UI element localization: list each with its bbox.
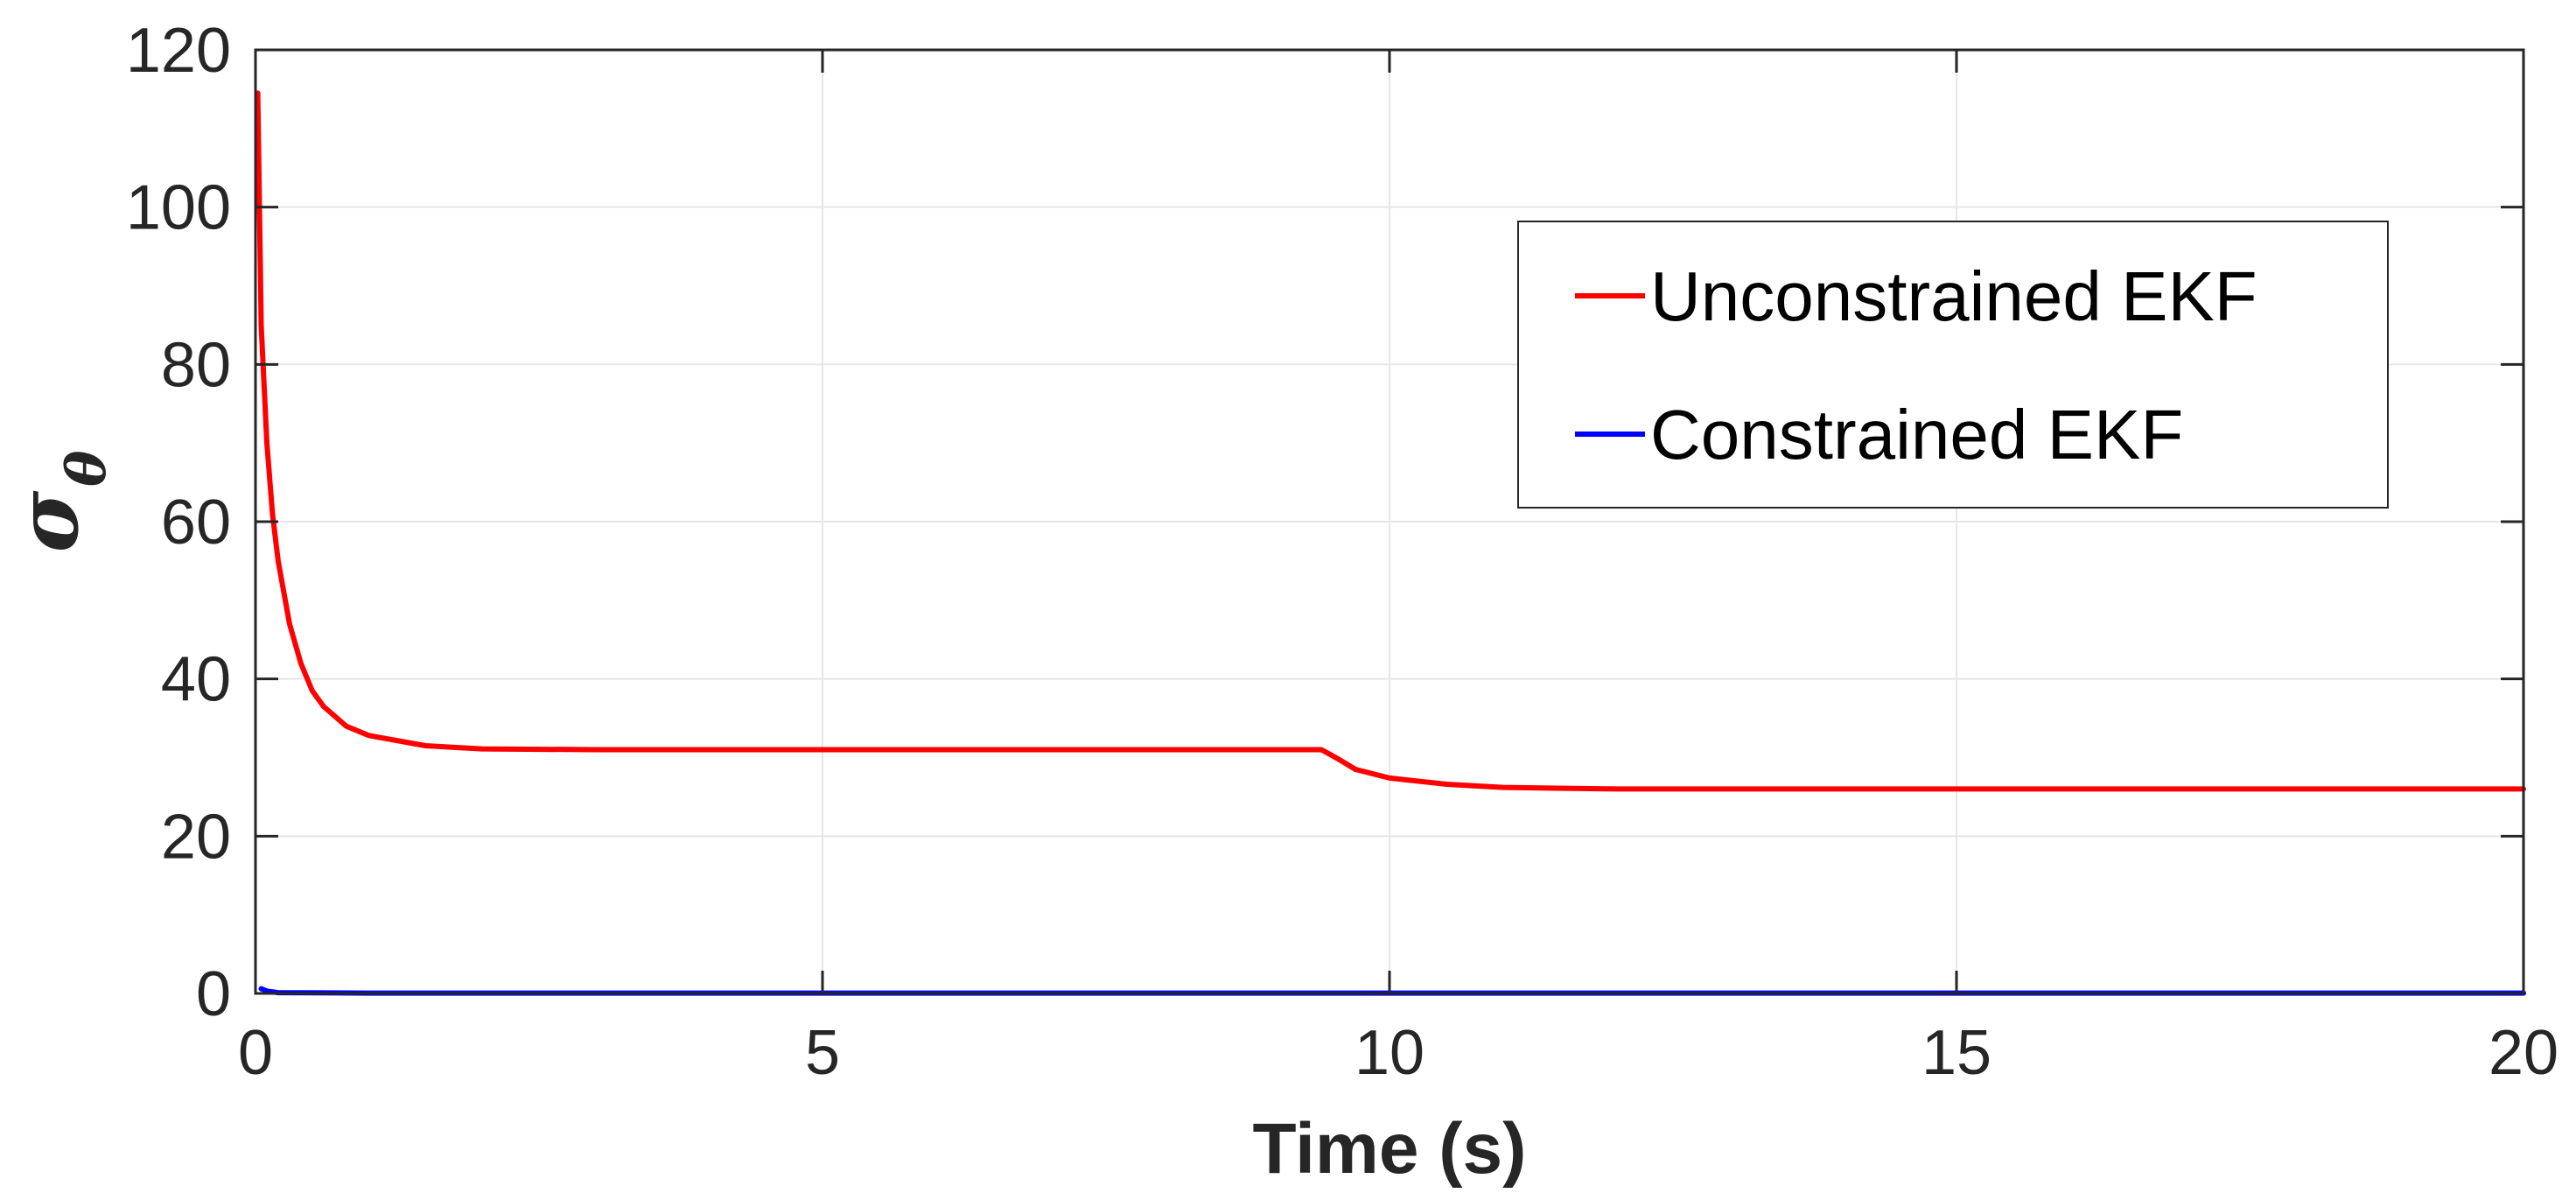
- x-axis-title: Time (s): [1253, 1109, 1527, 1189]
- x-tick-label: 10: [1354, 1018, 1424, 1088]
- y-tick-label: 20: [161, 802, 231, 872]
- y-tick-label: 120: [126, 16, 231, 86]
- y-tick-label: 80: [161, 330, 231, 400]
- y-tick-label: 100: [126, 173, 231, 243]
- x-tick-label: 0: [238, 1018, 273, 1088]
- y-tick-label: 60: [161, 488, 231, 558]
- series-line-unconstrained-ekf: [255, 90, 2526, 792]
- legend-box: [1517, 221, 2389, 509]
- x-tick-label: 5: [805, 1018, 840, 1088]
- legend: Unconstrained EKF Constrained EKF: [1517, 221, 2389, 509]
- y-tick-label: 40: [161, 645, 231, 715]
- x-tick-label: 15: [1922, 1018, 1992, 1088]
- y-tick-label: 0: [196, 959, 231, 1029]
- tick-marks: [254, 48, 2525, 995]
- legend-label-unconstrained-ekf: Unconstrained EKF: [1650, 257, 2258, 335]
- y-axis-title-subscript: θ: [54, 450, 118, 487]
- y-axis-title-main: σ: [0, 490, 97, 552]
- legend-label-constrained-ekf: Constrained EKF: [1650, 396, 2183, 474]
- y-axis-title: σ θ: [0, 450, 118, 552]
- tick-labels: 0 5 10 15 20 0 20 40 60 80 100 120: [126, 16, 2558, 1088]
- x-tick-label: 20: [2488, 1018, 2558, 1088]
